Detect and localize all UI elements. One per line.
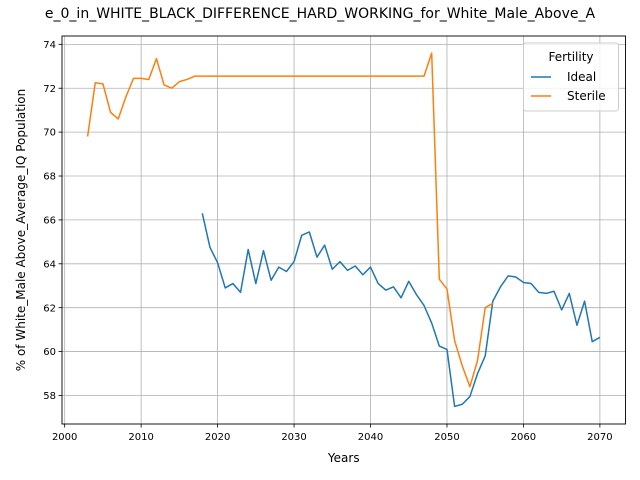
y-tick-label: 64 [43,259,56,270]
y-tick-label: 58 [43,391,56,402]
y-tick-label: 62 [43,303,56,314]
chart-title: e_0_in_WHITE_BLACK_DIFFERENCE_HARD_WORKI… [45,6,596,22]
legend-box [523,42,619,112]
x-tick-label: 2010 [128,432,153,443]
legend-label: Sterile [567,89,606,103]
x-tick-label: 2030 [281,432,306,443]
legend: Fertility Ideal Sterile [523,42,619,112]
y-tick-label: 74 [43,40,56,51]
y-axis-ticks: 58 60 62 64 66 68 70 72 74 [43,40,62,402]
x-tick-label: 2070 [587,432,612,443]
x-axis-ticks: 2000 2010 2020 2030 2040 2050 2060 2070 [52,424,613,443]
y-tick-label: 68 [43,172,56,183]
y-tick-label: 70 [43,128,56,139]
legend-entries: Ideal Sterile [531,70,606,103]
series-line-sterile [86,52,494,388]
x-axis-label: Years [327,451,360,465]
legend-title: Fertility [548,50,593,64]
x-tick-label: 2040 [358,432,383,443]
grid [62,36,626,424]
series-lines [86,52,601,408]
y-tick-label: 72 [43,84,56,95]
legend-label: Ideal [567,70,596,84]
x-tick-label: 2050 [434,432,459,443]
x-tick-label: 2060 [511,432,536,443]
series-line-ideal [201,213,601,408]
x-tick-label: 2000 [52,432,77,443]
x-tick-label: 2020 [205,432,230,443]
y-tick-label: 66 [43,216,56,227]
y-axis-label: % of White_Male Above_Average_IQ Populat… [14,89,28,372]
plot-frame [61,35,626,425]
y-tick-label: 60 [43,347,56,358]
